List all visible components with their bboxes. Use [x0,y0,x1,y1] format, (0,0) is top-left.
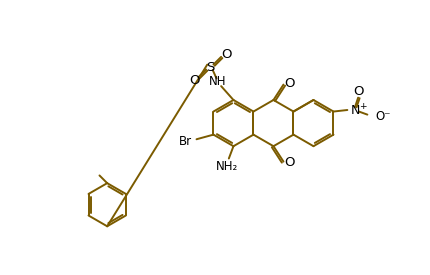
Text: NH₂: NH₂ [216,161,238,174]
Text: O⁻: O⁻ [375,110,390,123]
Text: O: O [189,74,200,87]
Text: O: O [284,156,295,169]
Text: +: + [359,102,366,111]
Text: S: S [206,61,215,74]
Text: N: N [350,103,360,117]
Text: O: O [353,85,364,98]
Text: NH: NH [209,75,226,88]
Text: Br: Br [179,135,192,148]
Text: O: O [284,77,295,90]
Text: O: O [221,48,232,61]
